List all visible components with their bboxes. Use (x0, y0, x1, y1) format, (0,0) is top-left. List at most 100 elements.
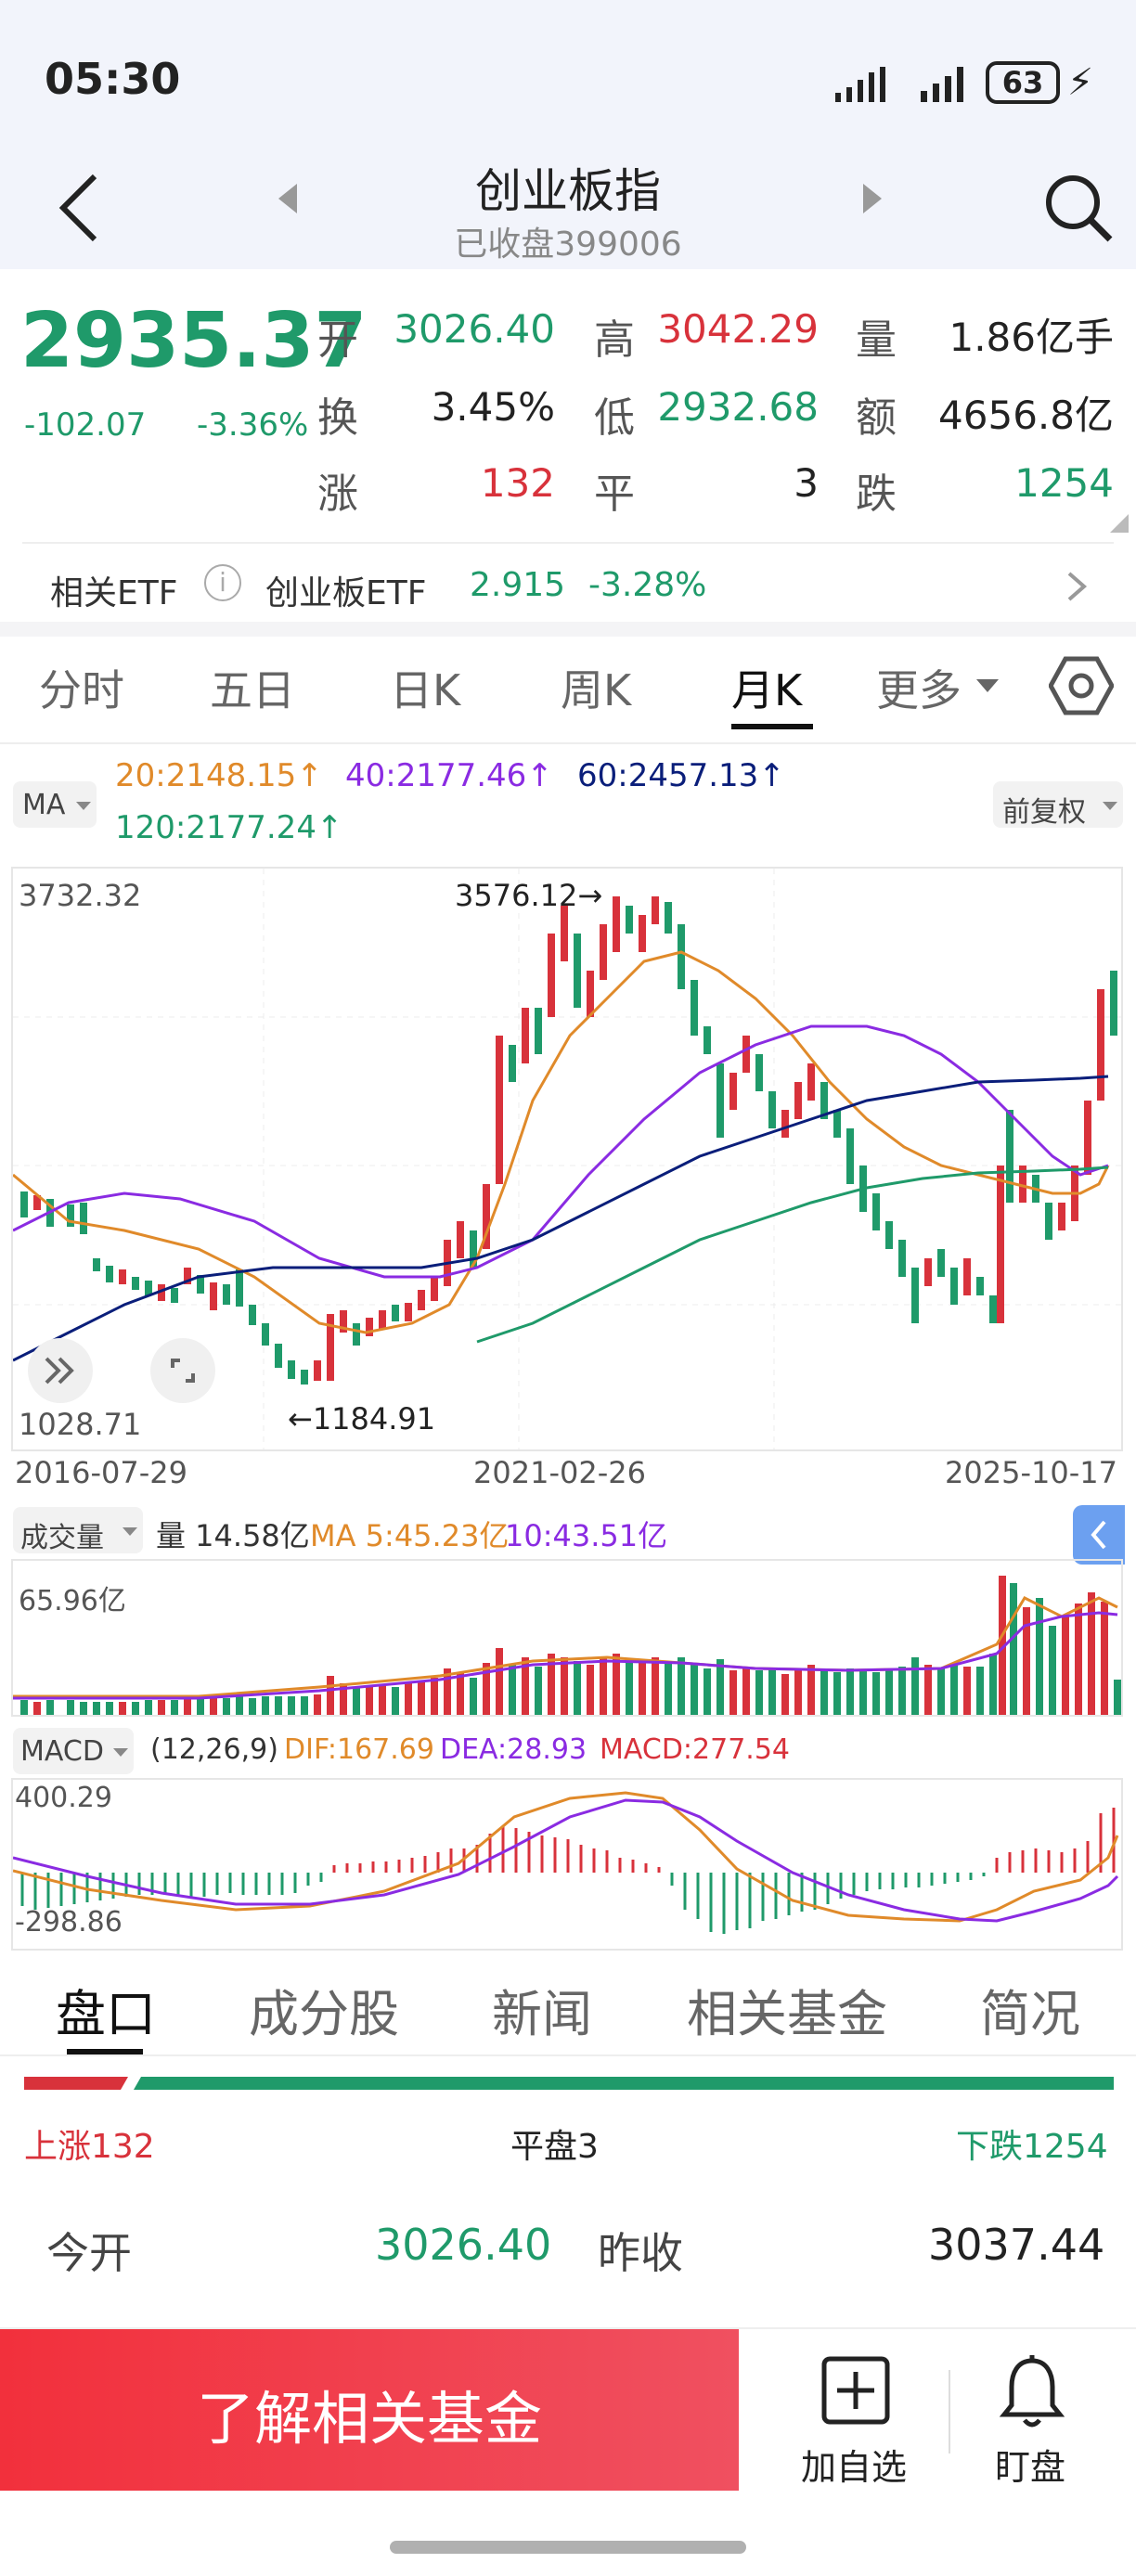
indicator-selector[interactable]: MACD (13, 1728, 134, 1774)
learn-funds-label: 了解相关基金 (196, 2385, 542, 2453)
ma20-line (13, 950, 1110, 1334)
fullscreen-icon[interactable] (150, 1338, 215, 1403)
breadth-down-segment (134, 2077, 1114, 2090)
breadth-up-label: 上涨132 (24, 2128, 155, 2166)
settings-hex-icon[interactable] (1048, 655, 1115, 720)
signal-icon (833, 67, 898, 108)
back-icon[interactable] (56, 173, 102, 247)
macd-svg (12, 1791, 1119, 1934)
macd-dea-line (12, 1798, 1119, 1923)
add-watchlist-button[interactable]: 加自选 (798, 2348, 910, 2488)
page-title: 创业板指 (475, 164, 661, 218)
amount-label: 额 (856, 394, 897, 442)
ma-selector[interactable]: MA (13, 781, 97, 828)
volume-chart[interactable]: 65.96亿 (11, 1559, 1123, 1717)
price-change: -102.07 (24, 406, 147, 444)
volume-ma10-line (13, 1611, 1118, 1700)
candles (20, 896, 1117, 1385)
info-icon[interactable]: i (204, 564, 241, 601)
fast-forward-icon[interactable] (28, 1338, 93, 1403)
macd-y-min: -298.86 (15, 1906, 123, 1938)
tab-monthly-k[interactable]: 月K (731, 665, 803, 715)
tab-intraday[interactable]: 分时 (39, 665, 124, 715)
up-count-value: 132 (480, 460, 555, 506)
flat-count-label: 平 (594, 470, 635, 518)
ma-selector-label: MA (22, 789, 66, 821)
turnover-value: 3.45% (431, 384, 555, 430)
y-axis-max: 3732.32 (19, 878, 142, 913)
home-indicator[interactable] (390, 2541, 746, 2554)
ma60-line (13, 1075, 1109, 1362)
watch-button[interactable]: 盯盘 (975, 2348, 1086, 2488)
chevron-right-icon (1065, 570, 1088, 607)
breadth-flat-label: 平盘3 (510, 2128, 599, 2166)
volume-value: 1.86亿手 (949, 315, 1114, 360)
volume-current: 量 14.58亿 (156, 1518, 310, 1553)
battery-icon: 63 (986, 61, 1060, 104)
kline-chart[interactable]: 3732.32 3576.12→ ←1184.91 1028.71 (11, 867, 1123, 1451)
tab-profile[interactable]: 简况 (980, 1985, 1080, 2043)
ma40-line (13, 1024, 1109, 1279)
divider (22, 542, 1114, 544)
high-label: 高 (594, 316, 635, 364)
indicator-selector-label: MACD (20, 1735, 104, 1768)
ma40-value: 40:2177.46↑ (345, 757, 553, 794)
next-stock-icon[interactable] (858, 180, 885, 221)
status-bar: 05:30 63 ⚡ (0, 0, 1136, 158)
macd-dea: DEA:28.93 (440, 1733, 587, 1766)
etf-change: -3.28% (588, 566, 707, 604)
tab-constituents[interactable]: 成分股 (249, 1985, 399, 2043)
low-marker: ←1184.91 (288, 1401, 436, 1436)
macd-chart[interactable]: 400.29 -298.86 (11, 1778, 1123, 1951)
tab-daily-k[interactable]: 日K (390, 665, 461, 715)
tab-related-funds[interactable]: 相关基金 (687, 1985, 887, 2043)
macd-dif: DIF:167.69 (284, 1733, 434, 1766)
today-open-label: 今开 (46, 2228, 132, 2278)
amount-value: 4656.8亿 (938, 393, 1114, 438)
adjust-selector-label: 前复权 (1002, 796, 1086, 829)
tab-more[interactable]: 更多 (876, 665, 962, 715)
expand-corner-icon[interactable] (1110, 514, 1129, 536)
ma60-value: 60:2457.13↑ (577, 757, 785, 794)
volume-selector[interactable]: 成交量 (13, 1507, 143, 1554)
ma120-line (476, 1166, 1109, 1344)
ma120-value: 120:2177.24↑ (115, 809, 343, 846)
tab-news[interactable]: 新闻 (492, 1985, 592, 2043)
last-price: 2935.37 (20, 297, 368, 385)
kline-svg (13, 869, 1123, 1449)
bottom-action-bar: 了解相关基金 加自选 盯盘 (0, 2327, 1136, 2502)
macd-value: MACD:277.54 (600, 1733, 791, 1766)
learn-funds-button[interactable]: 了解相关基金 (0, 2329, 739, 2491)
macd-y-max: 400.29 (15, 1782, 112, 1814)
x-axis-date-mid: 2021-02-26 (473, 1455, 646, 1490)
active-tab-indicator (67, 2049, 143, 2056)
turnover-label: 换 (317, 394, 358, 442)
active-tab-indicator (731, 724, 813, 729)
bell-icon (999, 2355, 1065, 2428)
divider (0, 742, 1136, 744)
price-change-pct: -3.36% (197, 406, 309, 444)
adjust-selector[interactable]: 前复权 (993, 781, 1123, 829)
tab-five-day[interactable]: 五日 (210, 665, 295, 715)
page-subtitle: 已收盘399006 (454, 225, 682, 264)
etf-price: 2.915 (470, 566, 566, 604)
search-icon[interactable] (1043, 173, 1114, 247)
tab-weekly-k[interactable]: 周K (561, 665, 632, 715)
prev-stock-icon[interactable] (275, 180, 303, 221)
low-label: 低 (594, 394, 635, 442)
breadth-up-segment (24, 2077, 128, 2090)
ma20-value: 20:2148.15↑ (115, 757, 323, 794)
etf-name: 创业板ETF (265, 574, 427, 612)
detail-tabs: 盘口 成分股 新闻 相关基金 简况 (0, 1956, 1136, 2058)
volume-ma10: 10:43.51亿 (505, 1518, 668, 1553)
up-count-label: 涨 (317, 470, 358, 518)
caret-down-icon (76, 802, 91, 810)
tab-orderbook[interactable]: 盘口 (56, 1985, 156, 2043)
prev-close-label: 昨收 (598, 2228, 683, 2278)
collapse-panel-icon[interactable] (1073, 1505, 1125, 1565)
volume-ma5: MA 5:45.23亿 (310, 1518, 510, 1553)
volume-bars (13, 1576, 1121, 1715)
breadth-down-label: 下跌1254 (956, 2128, 1108, 2166)
macd-params: (12,26,9) (150, 1733, 278, 1766)
related-etf-row[interactable]: 相关ETF i 创业板ETF 2.915 -3.28% (0, 544, 1136, 627)
